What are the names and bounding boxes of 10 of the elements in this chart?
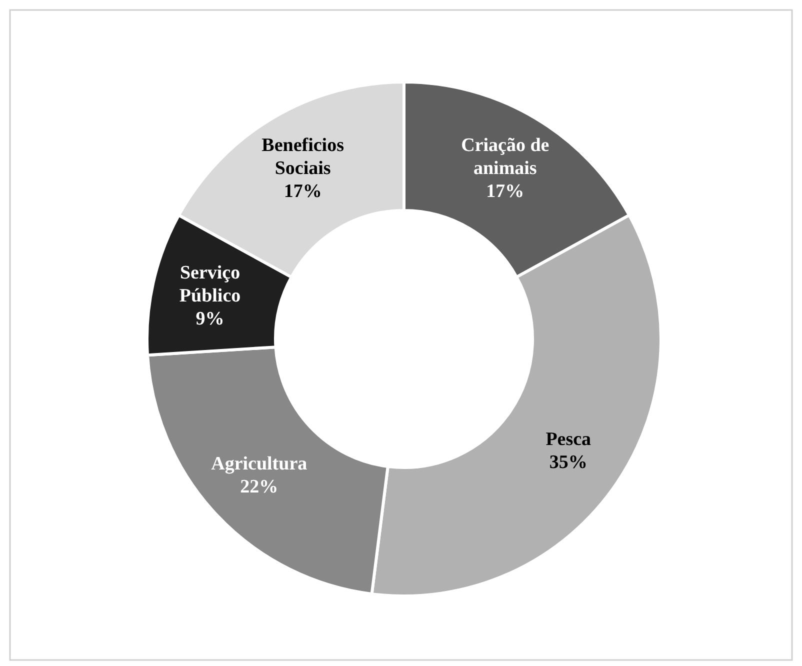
- data-label: 17%: [284, 180, 322, 202]
- data-label: 35%: [549, 452, 588, 473]
- data-label: 22%: [240, 476, 278, 498]
- slice-label: Beneficios Sociais: [262, 134, 344, 178]
- slice-label: Agricultura: [211, 453, 308, 474]
- data-label: 17%: [486, 180, 524, 202]
- data-label: 9%: [196, 308, 224, 330]
- slice-label: Serviço Público: [179, 262, 241, 306]
- slice-label: Pesca: [546, 428, 592, 450]
- slice-label: Criação de animais: [461, 134, 550, 178]
